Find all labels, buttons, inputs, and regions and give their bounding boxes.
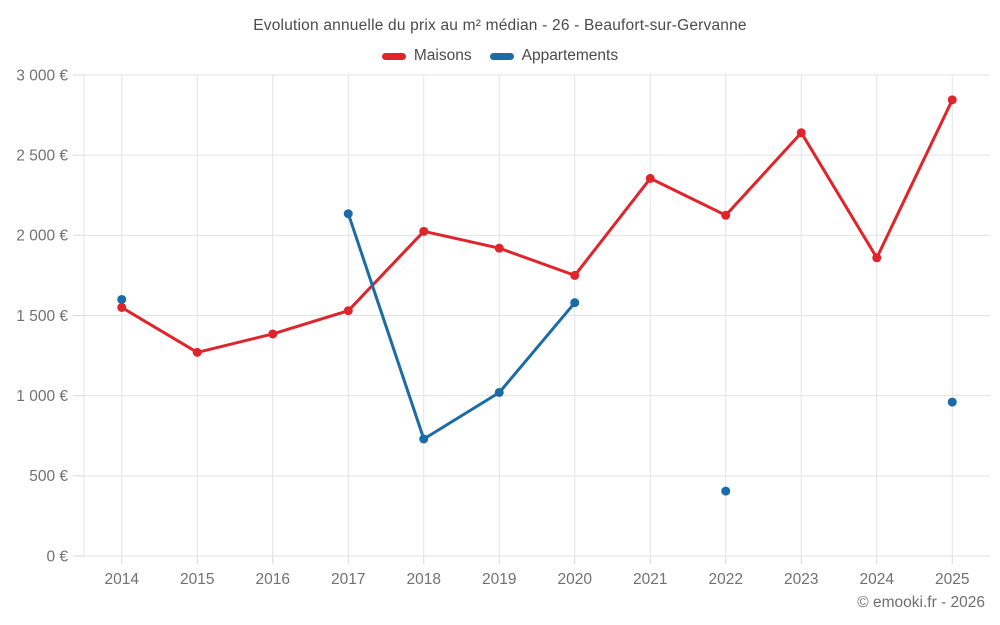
data-point-maisons-2021[interactable]: [645, 173, 655, 183]
legend-swatch-maisons-icon: [381, 52, 406, 60]
y-axis-label: 2 000 €: [16, 228, 68, 245]
data-point-appartements-2019[interactable]: [494, 387, 504, 397]
data-point-maisons-2014[interactable]: [117, 302, 127, 312]
data-point-maisons-2017[interactable]: [343, 306, 353, 316]
data-point-maisons-2015[interactable]: [192, 347, 202, 357]
series-line-maisons: [120, 98, 954, 354]
series-appartements: [117, 209, 957, 496]
axis-labels-group: 0 € 500 € 1 000 € 1 500 € 2 000 € 2 500 € 3 00…: [16, 67, 969, 588]
legend-label-maisons: Maisons: [413, 47, 472, 64]
x-axis-label: 2021: [633, 571, 667, 588]
legend-item-maisons[interactable]: Maisons: [381, 47, 472, 65]
x-axis-label: 2016: [256, 571, 290, 588]
data-point-appartements-2017[interactable]: [343, 209, 353, 219]
x-axis-label: 2014: [105, 571, 140, 588]
y-axis-label: 500 €: [29, 468, 68, 485]
copyright-attribution: © emooki.fr - 2026: [857, 594, 985, 611]
data-point-maisons-2025[interactable]: [947, 95, 957, 105]
data-point-maisons-2022[interactable]: [721, 210, 731, 220]
data-point-maisons-2024[interactable]: [872, 253, 882, 263]
data-point-appartements-2025[interactable]: [947, 397, 957, 407]
data-point-maisons-2016[interactable]: [268, 329, 278, 339]
y-axis-label: 2 500 €: [16, 147, 68, 164]
x-axis-label: 2017: [331, 571, 365, 588]
data-point-maisons-2023[interactable]: [796, 128, 806, 138]
y-axis-label: 0 €: [46, 548, 68, 565]
series-line-appartements: [346, 212, 577, 441]
x-axis-label: 2022: [709, 571, 743, 588]
series-maisons: [117, 95, 957, 357]
x-axis-label: 2019: [482, 571, 516, 588]
y-axis-label: 1 500 €: [16, 308, 68, 325]
data-point-maisons-2020[interactable]: [570, 270, 580, 280]
data-point-appartements-2020[interactable]: [570, 298, 580, 308]
data-point-appartements-2022[interactable]: [721, 486, 731, 496]
x-axis-label: 2018: [407, 571, 441, 588]
y-axis-label: 1 000 €: [16, 388, 68, 405]
grid-group: [73, 74, 990, 564]
data-point-appartements-2014[interactable]: [117, 294, 127, 304]
x-axis-label: 2023: [784, 571, 818, 588]
chart-legend: Maisons Appartements: [0, 47, 1000, 65]
data-point-maisons-2019[interactable]: [494, 243, 504, 253]
legend-item-appartements[interactable]: Appartements: [489, 47, 619, 65]
data-point-appartements-2018[interactable]: [419, 434, 429, 444]
x-axis-label: 2025: [935, 571, 969, 588]
x-axis-label: 2020: [558, 571, 593, 588]
data-point-maisons-2018[interactable]: [419, 226, 429, 236]
legend-swatch-appartements-icon: [489, 52, 514, 60]
x-axis-label: 2015: [180, 571, 214, 588]
chart-title: Evolution annuelle du prix au m² médian …: [253, 17, 747, 34]
y-axis-label: 3 000 €: [16, 67, 68, 84]
legend-label-appartements: Appartements: [521, 47, 619, 64]
x-axis-label: 2024: [860, 571, 895, 588]
